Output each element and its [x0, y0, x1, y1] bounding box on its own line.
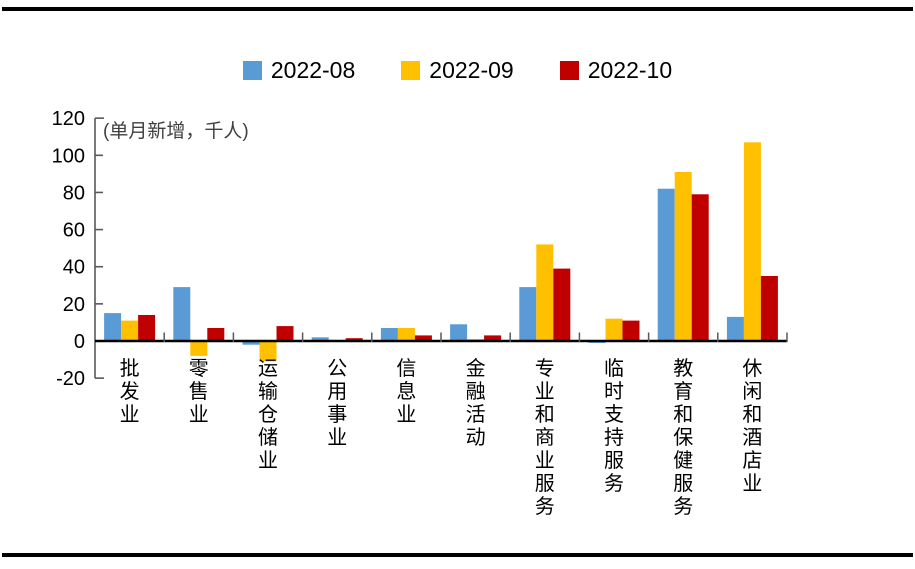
bar-休闲和酒店业-2022-09	[743, 142, 761, 341]
bar-专业和商业服务-2022-08	[519, 287, 537, 341]
bar-休闲和酒店业-2022-10	[760, 276, 778, 341]
bar-临时支持服务-2022-10	[622, 320, 640, 341]
category-label-批发业: 批发业	[120, 357, 140, 426]
legend-swatch-2022-10-icon	[559, 61, 579, 80]
bar-信息业-2022-10	[414, 335, 432, 341]
chart-legend: 2022-08 2022-09 2022-10	[0, 57, 915, 84]
y-tick-label: 120	[52, 108, 85, 130]
category-label-公用事业: 公用事业	[327, 358, 347, 449]
bar-零售业-2022-08	[173, 287, 191, 341]
bar-临时支持服务-2022-09	[605, 318, 623, 341]
bar-批发业-2022-09	[121, 320, 139, 341]
y-tick-label: 80	[63, 182, 85, 204]
bar-运输仓储业-2022-10	[276, 326, 294, 341]
bar-教育和保健服务-2022-08	[657, 188, 675, 341]
legend-item-2022-10: 2022-10	[559, 57, 673, 84]
bottom-horizontal-rule	[2, 553, 913, 557]
bar-公用事业-2022-08	[311, 337, 329, 341]
bar-运输仓储业-2022-08	[242, 341, 260, 345]
bar-批发业-2022-08	[104, 313, 122, 341]
category-label-临时支持服务: 临时支持服务	[604, 357, 624, 495]
bar-批发业-2022-10	[138, 315, 156, 341]
bar-公用事业-2022-10	[345, 338, 363, 341]
category-label-教育和保健服务: 教育和保健服务	[673, 357, 693, 518]
legend-label-2022-08: 2022-08	[270, 57, 356, 83]
y-tick-label: 100	[52, 145, 85, 167]
category-label-金融活动: 金融活动	[466, 357, 486, 449]
legend-swatch-2022-09-icon	[401, 61, 421, 80]
units-annotation: (单月新增，千人)	[103, 120, 249, 142]
top-horizontal-rule	[2, 7, 913, 11]
bar-运输仓储业-2022-09	[259, 341, 277, 362]
bar-专业和商业服务-2022-10	[553, 268, 571, 341]
bar-信息业-2022-09	[397, 328, 415, 341]
legend-swatch-2022-08-icon	[242, 61, 262, 80]
y-tick-label: 60	[63, 220, 85, 242]
bar-教育和保健服务-2022-09	[674, 172, 692, 341]
y-tick-label: -20	[56, 368, 85, 390]
bar-专业和商业服务-2022-09	[536, 244, 554, 341]
legend-label-2022-10: 2022-10	[587, 57, 673, 83]
bar-零售业-2022-09	[190, 341, 208, 356]
bar-休闲和酒店业-2022-08	[726, 316, 744, 341]
y-tick-label: 40	[63, 257, 85, 279]
category-label-休闲和酒店业: 休闲和酒店业	[742, 357, 762, 495]
category-label-专业和商业服务: 专业和商业服务	[535, 357, 555, 518]
category-label-运输仓储业: 运输仓储业	[258, 358, 278, 472]
category-label-信息业: 信息业	[396, 357, 416, 426]
bar-金融活动-2022-10	[484, 335, 502, 341]
y-tick-label: 0	[74, 331, 85, 353]
bar-金融活动-2022-08	[450, 324, 468, 341]
bar-信息业-2022-08	[380, 328, 398, 341]
category-label-零售业: 零售业	[189, 358, 209, 426]
legend-label-2022-09: 2022-09	[429, 57, 514, 83]
legend-item-2022-08: 2022-08	[242, 57, 356, 84]
bar-零售业-2022-10	[207, 328, 225, 341]
bar-教育和保健服务-2022-10	[691, 194, 709, 341]
legend-item-2022-09: 2022-09	[401, 57, 514, 84]
y-tick-label: 20	[63, 294, 85, 316]
